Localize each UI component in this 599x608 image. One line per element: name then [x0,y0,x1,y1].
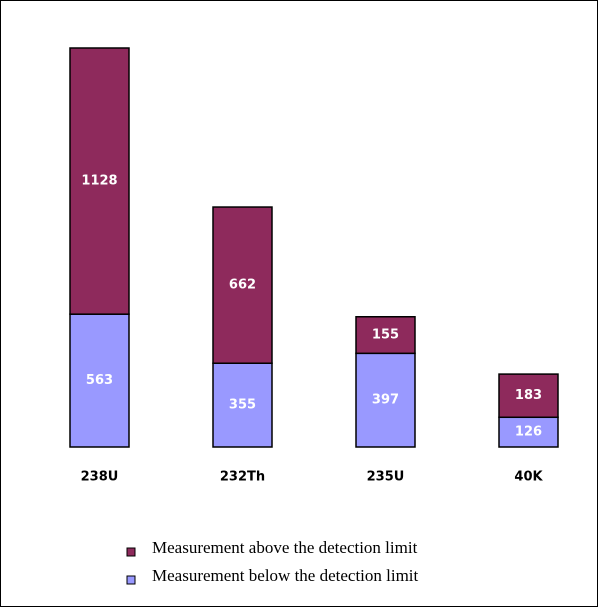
bar-shade [212,362,273,448]
x-tick-label: 238U [81,470,119,485]
x-tick-label: 40K [514,470,543,485]
data-label: 397 [372,393,399,408]
bar-shade [212,206,273,364]
bar-shade [498,373,559,419]
legend-swatch [126,575,136,585]
bar-shade [355,316,416,355]
bar-shade [355,352,416,448]
data-label: 126 [515,425,542,440]
data-label: 1128 [81,174,117,189]
bar-shade [69,47,130,315]
data-label: 183 [515,388,542,403]
bar-shade [498,416,559,448]
data-label: 155 [372,328,399,343]
data-label: 662 [229,278,256,293]
legend-label: Measurement below the detection limit [152,566,419,585]
x-tick-label: 235U [367,470,405,485]
legend-swatch [126,547,136,557]
data-label: 563 [86,373,113,388]
x-tick-label: 232Th [220,470,265,485]
data-label: 355 [229,398,256,413]
legend-label: Measurement above the detection limit [152,538,418,557]
